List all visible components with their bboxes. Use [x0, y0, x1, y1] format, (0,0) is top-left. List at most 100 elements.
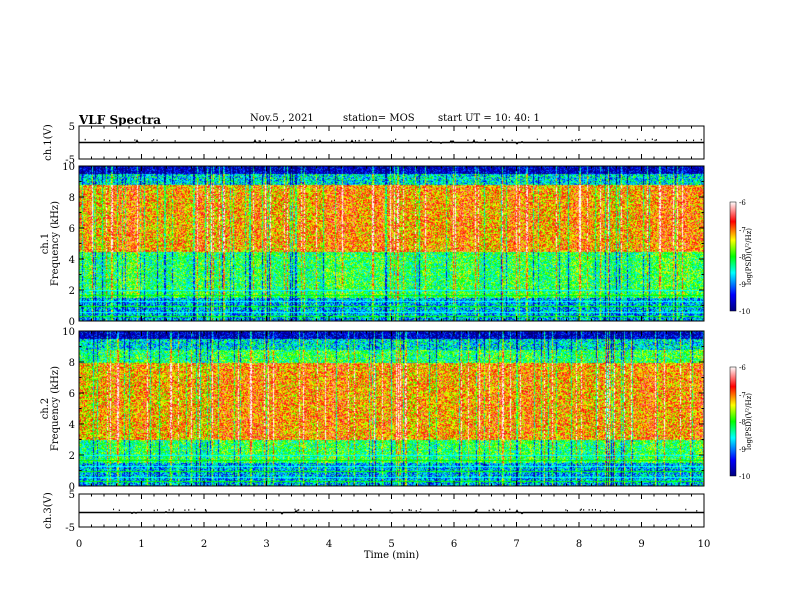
- waveform-dot: [305, 140, 307, 142]
- waveform-dot: [410, 509, 412, 512]
- waveform-dot: [393, 140, 395, 142]
- waveform-dot: [509, 508, 511, 511]
- waveform-dot: [696, 510, 698, 512]
- y-tick-label: 2: [69, 451, 75, 462]
- waveform-dot: [173, 508, 175, 511]
- waveform-dot: [205, 509, 207, 512]
- waveform-dot: [599, 510, 601, 512]
- waveform-dot: [188, 509, 190, 511]
- colorbar-label: log(PSD)(V²/Hz): [745, 228, 753, 285]
- waveform-dot: [502, 139, 504, 141]
- waveform-dot: [303, 509, 305, 511]
- y-tick-label: 5: [69, 122, 75, 133]
- waveform-dot: [283, 138, 285, 141]
- waveform-dot: [172, 510, 174, 512]
- waveform-dot: [258, 140, 260, 142]
- start-time-label: start UT = 10: 40: 1: [438, 113, 540, 124]
- waveform-dot: [371, 139, 373, 142]
- waveform-dot: [492, 508, 494, 511]
- waveform-dot: [592, 139, 594, 142]
- ch1-waveform-trace: [79, 139, 704, 145]
- waveform-dot: [281, 139, 283, 142]
- x-tick-label: 2: [201, 539, 207, 550]
- waveform-dot: [693, 139, 695, 142]
- colorbar-tick-label: -6: [739, 364, 746, 372]
- waveform-dot: [452, 509, 454, 512]
- waveform-dot: [401, 509, 403, 511]
- waveform-dot: [84, 138, 86, 141]
- waveform-dot: [624, 139, 626, 142]
- waveform-dot: [536, 138, 538, 141]
- waveform-dot: [408, 139, 410, 142]
- waveform-dot: [700, 138, 702, 141]
- waveform-dot: [501, 138, 503, 141]
- station-label: station= MOS: [343, 113, 415, 124]
- x-tick-label: 3: [263, 539, 269, 550]
- waveform-dot: [272, 509, 274, 511]
- waveform-dot: [311, 509, 313, 511]
- y-tick-label: 2: [69, 286, 75, 297]
- colorbar-tick-label: -6: [739, 199, 746, 207]
- waveform-dot: [265, 508, 267, 511]
- waveform-dot: [390, 140, 392, 142]
- y-axis-label: ch.1: [40, 233, 51, 255]
- waveform-dot: [455, 509, 457, 512]
- waveform-dot: [140, 509, 142, 511]
- x-tick-label: 0: [76, 539, 82, 550]
- waveform-dot: [654, 139, 656, 142]
- y-axis-label: Frequency (kHz): [50, 201, 61, 286]
- colorbar-label: log(PSD)(V²/Hz): [745, 393, 753, 450]
- waveform-dot: [265, 139, 267, 142]
- waveform-dot: [332, 509, 334, 512]
- waveform-dot: [613, 509, 615, 511]
- y-tick-label: 8: [69, 193, 75, 204]
- waveform-dot: [184, 509, 186, 511]
- waveform-dot: [370, 509, 372, 511]
- waveform-dot: [499, 509, 501, 512]
- x-tick-label: 5: [388, 539, 394, 550]
- y-tick-label: 5: [69, 490, 75, 501]
- ch3-waveform-trace: [79, 509, 704, 515]
- x-tick-label: 8: [576, 539, 582, 550]
- waveform-dot: [415, 510, 417, 512]
- colorbar-tick-label: -8: [739, 419, 746, 427]
- waveform-dot: [420, 508, 422, 511]
- y-tick-label: 6: [69, 389, 75, 400]
- ch2-spectrogram-colorbar: [729, 366, 737, 477]
- waveform-dot: [583, 509, 585, 511]
- colorbar-tick-label: -7: [739, 226, 746, 234]
- waveform-dot: [298, 139, 300, 141]
- waveform-dot: [505, 510, 507, 512]
- waveform-dot: [467, 139, 469, 141]
- waveform-dot: [352, 509, 354, 512]
- y-tick-label: 6: [69, 224, 75, 235]
- waveform-dot: [656, 508, 658, 511]
- x-tick-label: 7: [513, 539, 519, 550]
- waveform-dot: [356, 510, 358, 512]
- x-tick-label: 1: [138, 539, 144, 550]
- waveform-dot: [358, 139, 360, 142]
- waveform-dot: [577, 139, 579, 141]
- waveform-dot: [685, 508, 687, 511]
- waveform-dot: [297, 509, 299, 512]
- waveform-dot: [331, 140, 333, 142]
- waveform-dot: [685, 139, 687, 142]
- waveform-dot: [506, 140, 508, 142]
- waveform-dot: [222, 140, 224, 142]
- waveform-dot: [493, 509, 495, 512]
- y-tick-label: 4: [69, 255, 75, 266]
- date-label: Nov.5 , 2021: [250, 113, 314, 124]
- y-tick-label: 10: [62, 327, 75, 338]
- waveform-dot: [547, 139, 549, 142]
- waveform-dot: [636, 138, 638, 141]
- waveform-dot: [484, 139, 486, 141]
- colorbar-tick-label: -8: [739, 254, 746, 262]
- waveform-dot: [151, 140, 153, 142]
- waveform-dot: [541, 510, 543, 512]
- y-tick-label: 8: [69, 358, 75, 369]
- waveform-dot: [364, 139, 366, 141]
- waveform-dot: [118, 509, 120, 512]
- waveform-dot: [488, 509, 490, 512]
- waveform-dot: [156, 509, 158, 511]
- x-tick-label: 9: [638, 539, 644, 550]
